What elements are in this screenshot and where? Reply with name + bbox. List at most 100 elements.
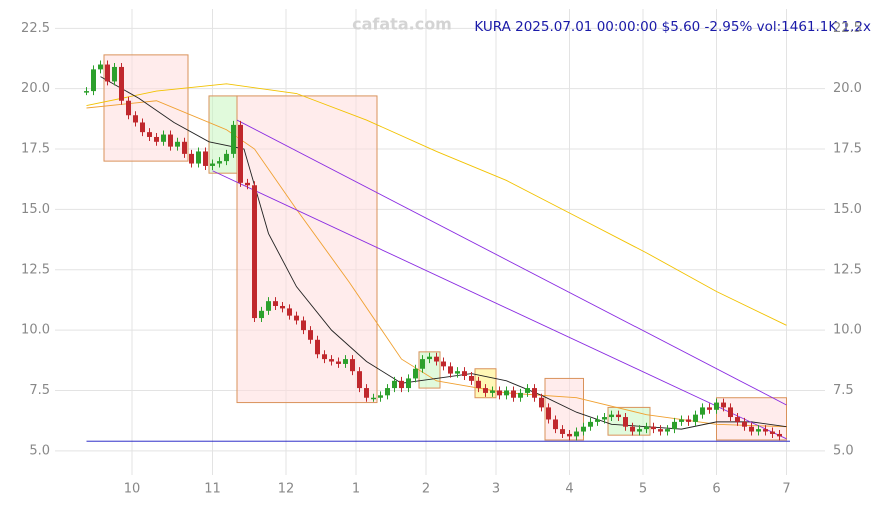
y-tick-label: 17.5	[21, 142, 50, 157]
candle-body	[553, 419, 558, 430]
candle-body	[175, 141, 180, 147]
candle-body	[532, 388, 537, 398]
candle-body	[623, 417, 628, 427]
candle-body	[490, 390, 495, 393]
candle-body	[301, 320, 306, 331]
candle-body	[420, 359, 425, 369]
candle-body	[581, 426, 586, 432]
y-tick-label: 10.0	[833, 323, 862, 338]
candle-body	[735, 417, 740, 422]
x-tick-label: 2	[422, 482, 430, 497]
candle-body	[336, 361, 341, 364]
candle-body	[210, 163, 215, 166]
candle-body	[273, 301, 278, 306]
candle-body	[518, 392, 523, 398]
candle-body	[644, 426, 649, 430]
candle-body	[196, 151, 201, 164]
indicator-line	[236, 119, 787, 406]
candle-body	[679, 419, 684, 422]
x-tick-label: 7	[782, 482, 790, 497]
y-tick-label: 5.0	[833, 443, 854, 458]
candle-body	[385, 388, 390, 396]
y-tick-label: 22.5	[833, 21, 862, 36]
candle-body	[630, 426, 635, 432]
candle-body	[616, 414, 621, 418]
zone-box	[607, 406, 651, 436]
candle-body	[693, 414, 698, 422]
x-tick-label: 1	[352, 482, 360, 497]
candle-body	[378, 395, 383, 398]
candle-body	[595, 419, 600, 422]
candle-body	[231, 124, 236, 154]
x-tick-label: 6	[712, 482, 720, 497]
candle-body	[350, 359, 355, 372]
candle-body	[504, 390, 509, 396]
candle-body	[224, 153, 229, 162]
candle-body	[637, 429, 642, 432]
candle-body	[441, 361, 446, 367]
candle-body	[406, 378, 411, 389]
candle-body	[189, 153, 194, 164]
candle-body	[133, 115, 138, 123]
candle-body	[770, 431, 775, 434]
candle-body	[749, 426, 754, 432]
candle-body	[546, 407, 551, 420]
candle-body	[539, 397, 544, 408]
x-tick-label: 12	[278, 482, 295, 497]
x-tick-label: 4	[565, 482, 573, 497]
candle-body	[455, 371, 460, 374]
candle-body	[665, 429, 670, 432]
x-tick-label: 3	[492, 482, 500, 497]
y-tick-label: 7.5	[29, 383, 50, 398]
candle-body	[217, 161, 222, 164]
candle-body	[119, 66, 124, 101]
candle-body	[672, 421, 677, 430]
chart-title: KURA 2025.07.01 00:00:00 $5.60 -2.95% vo…	[474, 19, 871, 35]
candle-body	[658, 429, 663, 432]
candle-body	[357, 371, 362, 389]
y-tick-label: 10.0	[21, 323, 50, 338]
candle-body	[714, 402, 719, 410]
indicator-line	[86, 83, 787, 326]
candle-body	[112, 66, 117, 82]
candle-body	[574, 431, 579, 437]
candle-body	[280, 305, 285, 309]
candle-body	[602, 417, 607, 420]
candle-body	[98, 64, 103, 70]
candle-body	[462, 371, 467, 377]
candle-body	[469, 376, 474, 381]
candle-body	[126, 100, 131, 116]
candle-body	[483, 388, 488, 393]
candle-body	[105, 64, 110, 82]
watermark: cafata.com	[352, 15, 452, 34]
candle-body	[567, 433, 572, 437]
candle-body	[140, 122, 145, 133]
candle-body	[728, 407, 733, 418]
x-tick-label: 10	[124, 482, 141, 497]
y-tick-label: 12.5	[21, 262, 50, 277]
candle-body	[721, 402, 726, 408]
candle-body	[252, 185, 257, 319]
candle-body	[497, 390, 502, 396]
candle-body	[238, 124, 243, 183]
indicator-line	[212, 170, 787, 440]
candle-body	[364, 388, 369, 398]
candle-body	[427, 356, 432, 360]
candle-body	[266, 301, 271, 311]
candle-body	[245, 182, 250, 186]
candle-body	[434, 356, 439, 362]
y-tick-label: 15.0	[833, 202, 862, 217]
candle-body	[315, 339, 320, 355]
x-tick-label: 11	[204, 482, 221, 497]
indicator-line	[100, 76, 787, 430]
y-tick-label: 5.0	[29, 443, 50, 458]
candle-body	[154, 136, 159, 142]
y-tick-label: 7.5	[833, 383, 854, 398]
candle-body	[161, 134, 166, 142]
candle-body	[609, 414, 614, 418]
indicator-line	[86, 100, 787, 428]
y-tick-label: 22.5	[21, 21, 50, 36]
candle-body	[700, 407, 705, 415]
candle-body	[287, 308, 292, 316]
y-tick-label: 20.0	[21, 81, 50, 96]
